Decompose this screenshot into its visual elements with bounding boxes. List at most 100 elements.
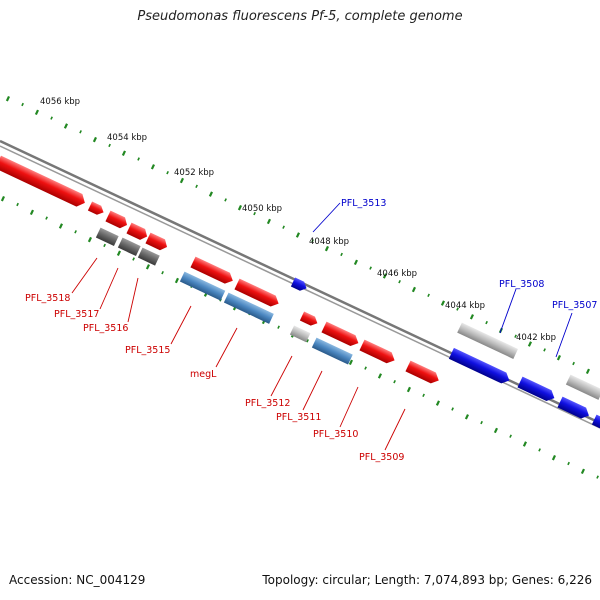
tick-mark [145, 264, 150, 270]
cds-feature-reverse[interactable] [95, 227, 119, 247]
tick-mark [166, 171, 169, 175]
tick-mark [74, 230, 77, 234]
cds-feature-reverse[interactable] [234, 278, 281, 309]
tick-mark [224, 198, 227, 202]
tick-mark [493, 427, 498, 434]
tick-mark [348, 359, 353, 366]
tick-labels: 4056 kbp 4054 kbp 4052 kbp 4050 kbp 4048 kbp… [40, 97, 556, 343]
accession-text: Accession: NC_004129 [9, 573, 146, 587]
tick-mark [469, 314, 474, 320]
reverse-strand-features [0, 155, 441, 386]
tick-mark [427, 293, 430, 297]
tick-mark [377, 373, 382, 379]
cds-feature-forward[interactable] [457, 322, 518, 359]
tick-mark [509, 434, 512, 438]
tick-mark [393, 380, 396, 384]
tick-mark [340, 252, 343, 257]
tick-mark [572, 361, 575, 366]
tick-mark [411, 286, 416, 293]
tick-mark [464, 414, 469, 420]
cds-feature-reverse[interactable] [105, 210, 129, 231]
tick-mark [311, 239, 314, 243]
tick-mark [137, 157, 140, 161]
cds-feature-reverse[interactable] [321, 321, 360, 349]
tick-mark [551, 455, 556, 461]
cds-feature-reverse[interactable] [126, 222, 149, 242]
tick-mark [382, 273, 387, 279]
tick-mark [522, 441, 527, 447]
tick-label: 4050 kbp [242, 204, 282, 214]
gene-label[interactable]: PFL_3515 [125, 345, 170, 356]
gene-label[interactable]: megL [190, 369, 217, 380]
gene-label[interactable]: PFL_3517 [54, 309, 99, 320]
tick-mark [538, 448, 541, 452]
gene-labels: PFL_3513 PFL_3508 PFL_3507 PFL_3518 PFL_… [25, 198, 597, 463]
tick-mark [208, 191, 213, 197]
cds-feature-reverse[interactable] [117, 237, 141, 257]
tick-label: 4046 kbp [377, 269, 417, 279]
cds-feature-reverse[interactable] [299, 311, 320, 327]
tick-mark [116, 250, 121, 256]
tick-mark [456, 307, 459, 311]
cds-feature-reverse[interactable] [87, 201, 106, 216]
tick-mark [237, 205, 242, 211]
tick-mark [195, 184, 198, 188]
tick-label: 4052 kbp [174, 168, 214, 178]
cds-feature-reverse[interactable] [179, 271, 226, 301]
tick-mark [451, 407, 454, 411]
cds-feature-forward[interactable] [565, 374, 600, 400]
tick-label: 4056 kbp [40, 97, 80, 107]
tick-mark [567, 461, 570, 466]
tick-mark [16, 202, 19, 207]
tick-mark [543, 348, 546, 352]
gene-label[interactable]: PFL_3510 [313, 429, 358, 440]
gene-label[interactable]: PFL_3511 [276, 412, 321, 423]
gene-label[interactable]: PFL_3509 [359, 452, 404, 463]
gene-label[interactable]: PFL_3513 [341, 198, 386, 209]
tick-mark [29, 209, 34, 216]
tick-mark [174, 277, 179, 284]
gene-label[interactable]: PFL_3516 [83, 323, 128, 334]
tick-mark [353, 259, 358, 266]
cds-feature-reverse[interactable] [190, 256, 235, 287]
tick-mark [527, 341, 532, 347]
tick-mark [50, 116, 53, 120]
cds-feature-forward[interactable] [591, 414, 600, 434]
tick-mark [480, 420, 483, 425]
tick-mark [406, 386, 411, 393]
cds-feature-forward[interactable] [448, 347, 512, 386]
tick-mark [295, 232, 300, 238]
tick-label: 4042 kbp [516, 333, 556, 343]
cds-feature-reverse[interactable] [289, 325, 311, 343]
tick-mark [179, 177, 184, 184]
tick-mark [398, 280, 401, 284]
cds-feature-reverse[interactable] [405, 360, 441, 386]
tick-mark [435, 400, 440, 406]
gene-label[interactable]: PFL_3518 [25, 293, 70, 304]
tick-mark [121, 150, 126, 156]
cds-feature-forward[interactable] [290, 277, 309, 292]
cds-feature-reverse[interactable] [137, 247, 160, 266]
tick-mark [34, 109, 39, 116]
tick-mark [596, 475, 599, 479]
gene-label[interactable]: PFL_3507 [552, 300, 597, 311]
cds-feature-reverse[interactable] [223, 292, 274, 324]
cds-feature-reverse[interactable] [359, 339, 397, 366]
tick-mark [277, 325, 280, 329]
cds-feature-forward[interactable] [517, 376, 556, 404]
tick-mark [422, 393, 425, 397]
tick-mark [45, 216, 48, 220]
cds-feature-forward[interactable] [557, 396, 591, 421]
map-title: Pseudomonas fluorescens Pf-5, complete g… [137, 9, 463, 24]
tick-mark [103, 243, 106, 248]
tick-mark [580, 468, 585, 475]
cds-feature-reverse[interactable] [145, 232, 169, 253]
tick-mark [440, 300, 445, 306]
cds-feature-reverse[interactable] [0, 155, 88, 210]
gene-label[interactable]: PFL_3512 [245, 398, 290, 409]
tick-mark [150, 164, 155, 170]
tick-mark [92, 136, 97, 143]
gene-label[interactable]: PFL_3508 [499, 279, 544, 290]
cds-feature-reverse[interactable] [311, 337, 353, 365]
tick-mark [253, 211, 256, 216]
